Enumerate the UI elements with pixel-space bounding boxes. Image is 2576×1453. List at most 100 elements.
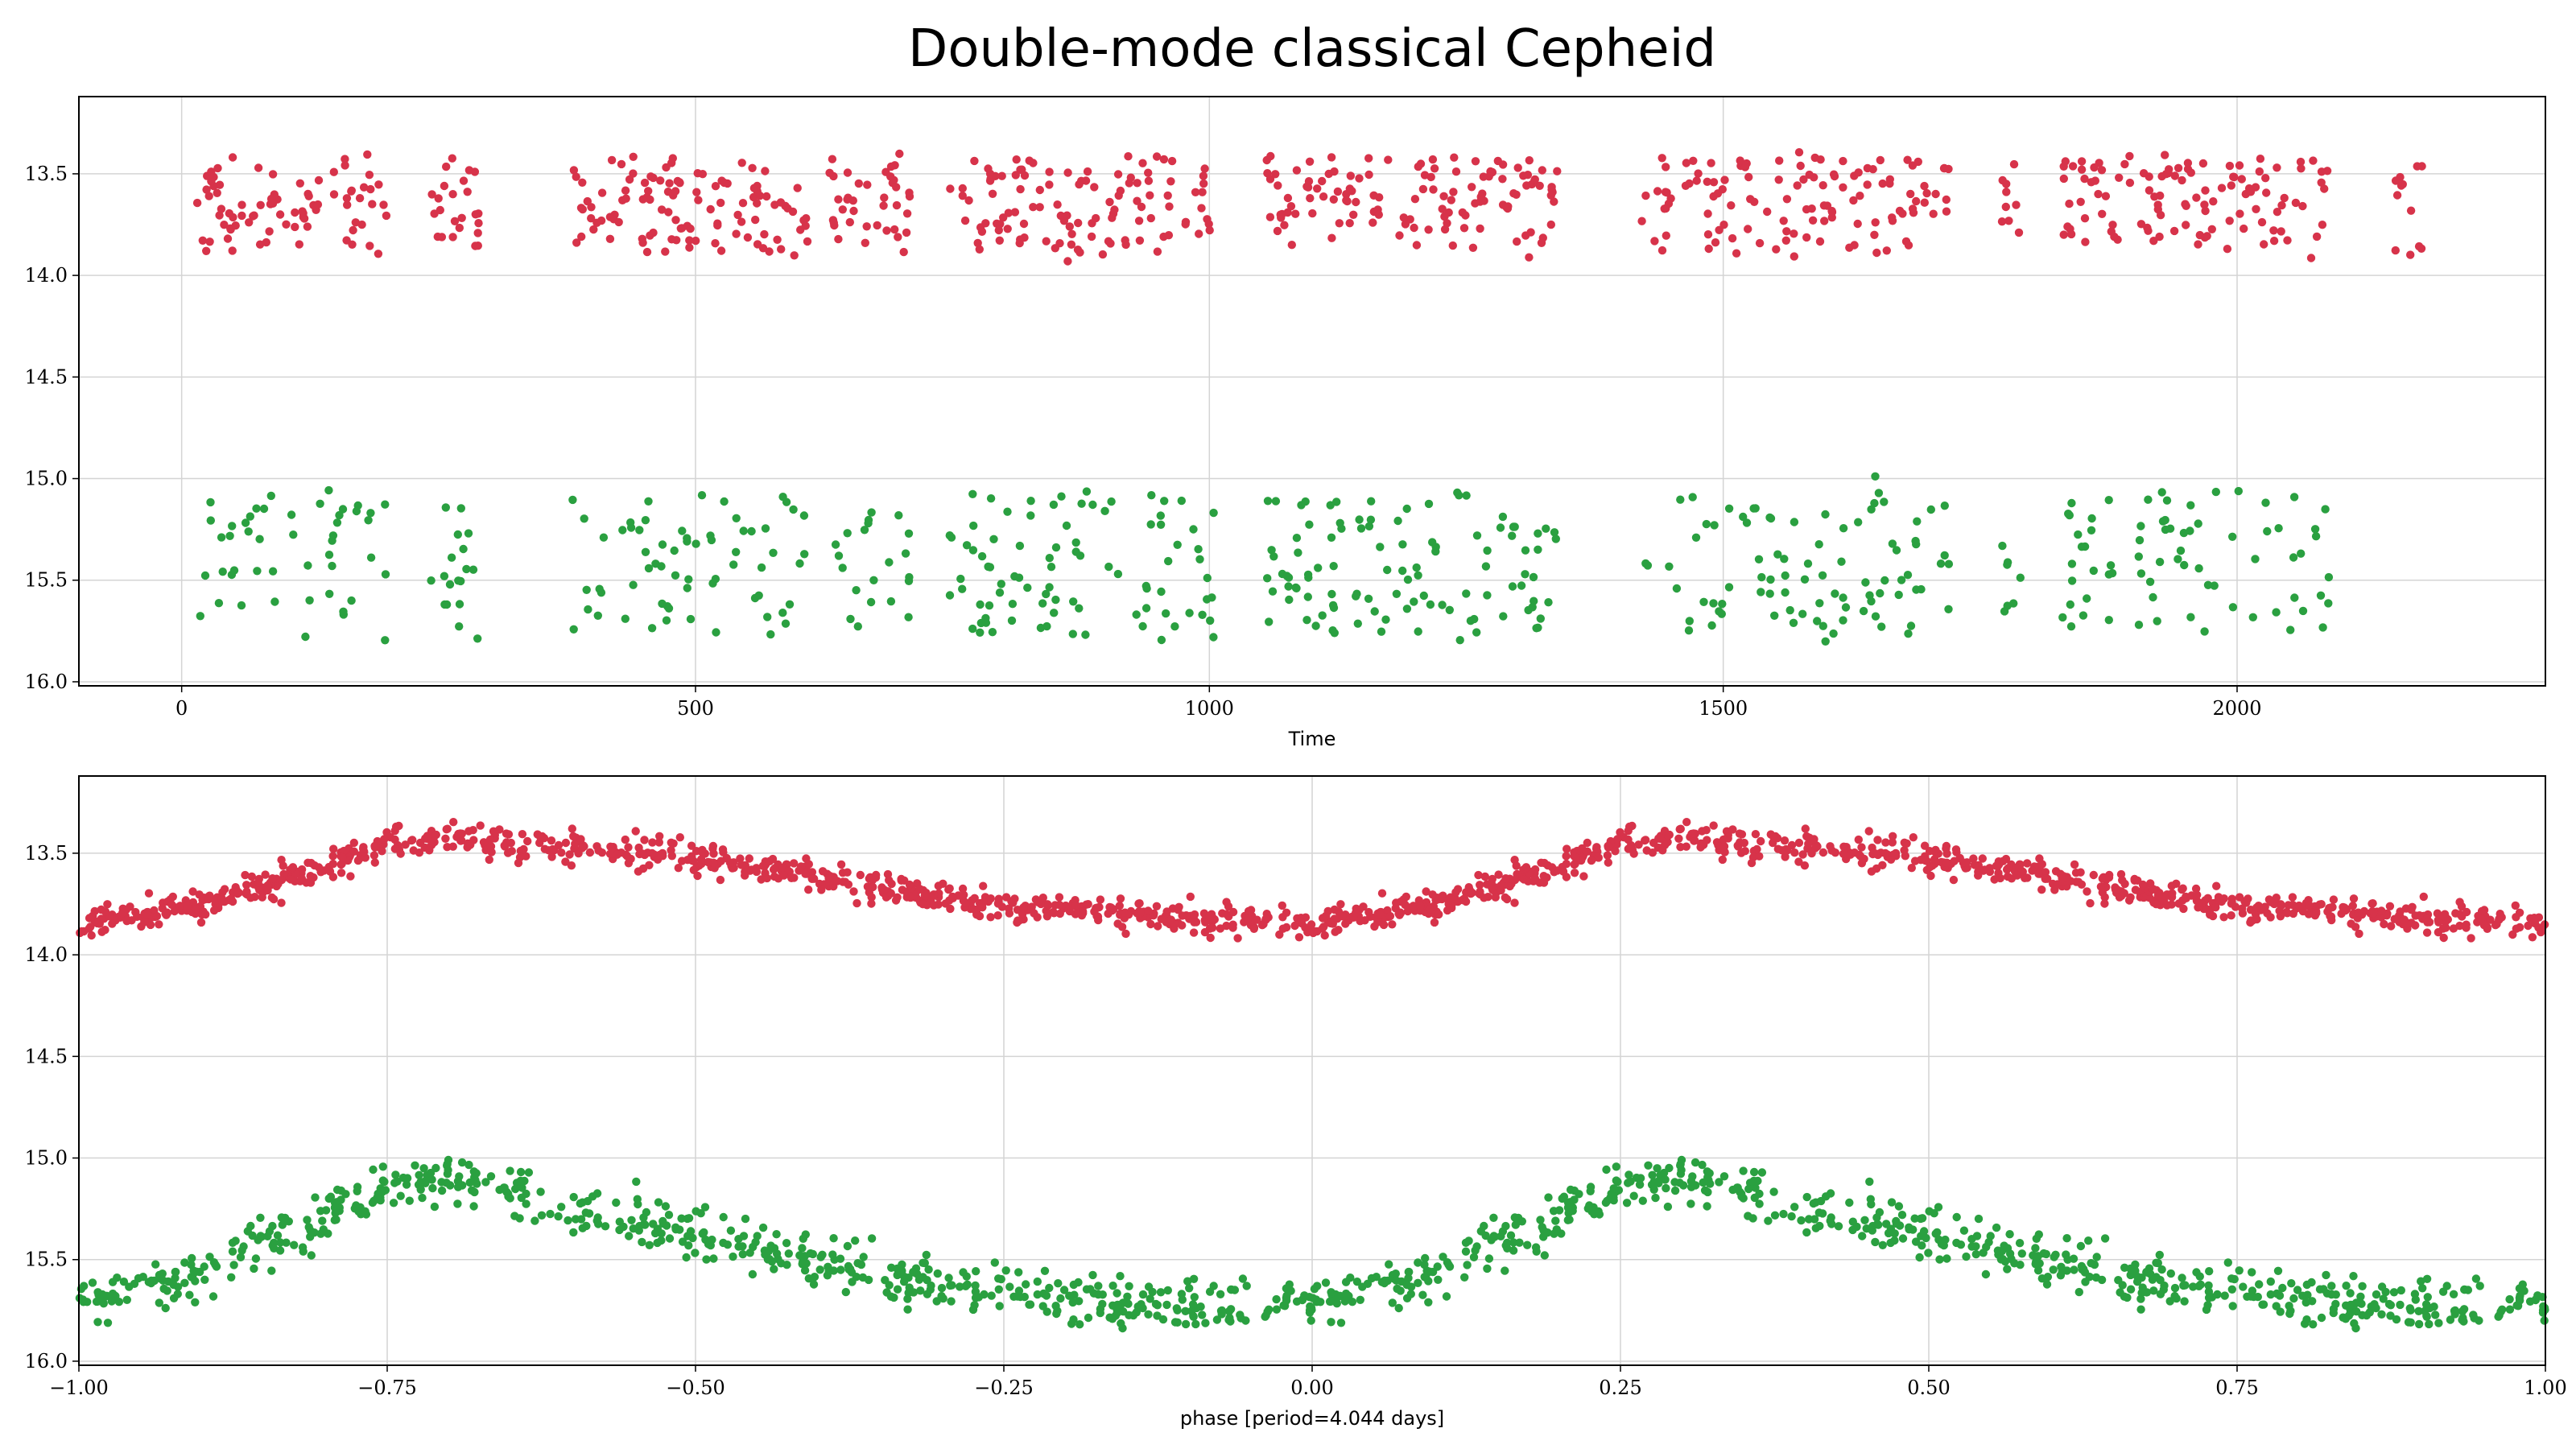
data-point: [1498, 175, 1507, 184]
data-point: [886, 162, 896, 171]
data-point: [530, 1216, 539, 1225]
data-point: [1665, 830, 1674, 840]
data-point: [1174, 902, 1183, 912]
x-tick-label: 1.00: [2524, 1377, 2566, 1399]
data-point: [1856, 192, 1864, 200]
data-point: [249, 212, 258, 221]
data-point: [1084, 900, 1092, 909]
data-point: [1749, 504, 1758, 513]
data-point: [1083, 167, 1092, 176]
data-point: [1156, 1288, 1166, 1297]
data-point: [1337, 524, 1346, 533]
data-point: [1063, 168, 1072, 177]
data-point: [1352, 1278, 1362, 1286]
data-point: [897, 876, 906, 885]
data-point: [2411, 921, 2420, 930]
data-point: [2512, 913, 2520, 922]
data-point: [886, 596, 896, 606]
data-point: [1692, 176, 1701, 185]
y-tick-label: 14.0: [25, 943, 68, 966]
data-point: [1752, 844, 1761, 854]
data-point: [1349, 210, 1358, 219]
data-point: [1404, 1273, 1413, 1283]
data-point: [2324, 599, 2333, 608]
data-point: [843, 168, 852, 177]
data-point: [2204, 1287, 2214, 1296]
data-point: [2305, 901, 2314, 910]
data-point: [1330, 167, 1339, 176]
data-point: [892, 200, 902, 210]
data-point: [1023, 583, 1032, 592]
data-point: [572, 238, 581, 247]
data-point: [1542, 524, 1550, 533]
data-point: [1414, 162, 1423, 171]
data-point: [2074, 530, 2083, 539]
x-tick-label: 1000: [1185, 697, 1234, 720]
data-point: [463, 188, 472, 196]
data-point: [2261, 174, 2270, 183]
data-point: [282, 220, 291, 229]
data-point: [1007, 616, 1017, 625]
data-point: [1936, 559, 1946, 568]
data-point: [537, 1211, 547, 1220]
data-point: [1551, 1216, 1560, 1225]
data-point: [1157, 914, 1166, 923]
data-point: [1013, 1292, 1022, 1301]
data-point: [449, 818, 458, 827]
data-point: [301, 632, 310, 642]
data-point: [729, 1252, 737, 1261]
data-point: [1641, 191, 1650, 200]
data-point: [1933, 1228, 1942, 1237]
data-point: [1867, 596, 1876, 606]
data-point: [1071, 547, 1080, 556]
data-point: [1322, 911, 1331, 921]
data-point: [571, 840, 580, 848]
data-point: [807, 874, 816, 884]
data-point: [1222, 898, 1231, 906]
data-point: [1195, 555, 1204, 563]
data-point: [1724, 504, 1734, 513]
data-point: [2113, 885, 2122, 894]
data-point: [1121, 908, 1129, 917]
data-point: [1902, 839, 1911, 848]
data-point: [1067, 229, 1076, 238]
data-point: [277, 875, 287, 885]
data-point: [1926, 871, 1935, 881]
data-point: [1890, 1229, 1899, 1238]
data-point: [1156, 511, 1166, 520]
data-point: [335, 1207, 344, 1216]
data-point: [2317, 1313, 2326, 1323]
data-point: [2318, 623, 2327, 632]
data-point: [1897, 576, 1906, 584]
data-point: [691, 539, 700, 548]
data-point: [1546, 191, 1556, 200]
data-point: [1981, 1269, 1991, 1279]
data-point: [1395, 231, 1404, 240]
data-point: [208, 1292, 218, 1301]
data-point: [2355, 929, 2363, 939]
data-point: [712, 628, 720, 637]
data-point: [1272, 1305, 1282, 1314]
data-point: [1133, 179, 1141, 188]
data-point: [2145, 186, 2154, 195]
data-point: [1199, 179, 1208, 188]
data-point: [1940, 163, 1949, 173]
data-point: [927, 1281, 935, 1290]
data-point: [719, 1212, 728, 1222]
data-point: [255, 535, 264, 543]
data-point: [1274, 181, 1282, 190]
data-point: [836, 1265, 845, 1274]
data-point: [2094, 189, 2103, 199]
data-point: [1298, 1295, 1307, 1305]
data-point: [2126, 893, 2135, 902]
data-point: [865, 874, 874, 883]
data-point: [1042, 589, 1051, 599]
data-point: [1807, 848, 1816, 858]
data-point: [1903, 155, 1912, 164]
data-point: [671, 216, 680, 225]
data-point: [540, 844, 549, 853]
data-point: [2080, 174, 2089, 184]
data-point: [748, 1269, 758, 1279]
data-point: [994, 1285, 1004, 1294]
data-point: [2240, 224, 2248, 233]
